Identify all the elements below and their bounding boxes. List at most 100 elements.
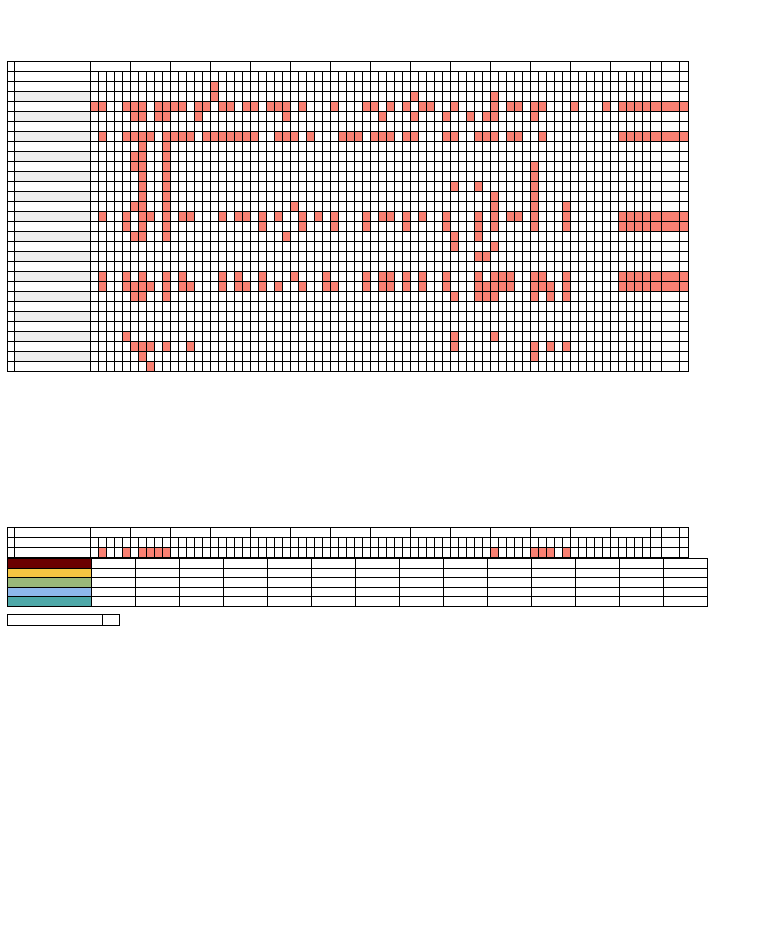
subheader-cell <box>642 537 651 548</box>
grid-cell <box>202 171 211 182</box>
grid-cell <box>378 221 387 232</box>
grid-cell <box>274 291 283 302</box>
grid-cell <box>426 191 435 202</box>
grid-cell <box>370 361 379 372</box>
grid-cell <box>266 241 275 252</box>
grid-cell <box>498 151 507 162</box>
marked-cell <box>402 101 411 112</box>
marked-cell <box>386 271 395 282</box>
grid-cell <box>194 251 203 262</box>
grid-cell <box>562 241 571 252</box>
marked-cell <box>138 221 147 232</box>
subheader-cell <box>186 537 195 548</box>
grid-cell <box>562 121 571 132</box>
marked-cell <box>362 101 371 112</box>
grid-cell <box>410 241 419 252</box>
grid-cell <box>122 351 131 362</box>
grid-cell <box>250 151 259 162</box>
marked-cell <box>122 221 131 232</box>
grid-cell <box>410 211 419 222</box>
grid-cell <box>170 271 179 282</box>
grid-cell <box>546 351 555 362</box>
grid-cell <box>98 361 107 372</box>
grid-cell <box>90 191 99 202</box>
extra-cell <box>679 151 689 162</box>
header-corner-cell <box>7 61 15 72</box>
legend-cell <box>355 596 400 607</box>
grid-cell <box>282 141 291 152</box>
subheader-cell <box>242 537 251 548</box>
subheader-cell <box>610 71 619 82</box>
grid-cell <box>570 191 579 202</box>
grid-cell <box>194 151 203 162</box>
grid-cell <box>106 281 115 292</box>
header-group-cell <box>210 527 251 538</box>
grid-cell <box>618 141 627 152</box>
marked-cell <box>442 131 451 142</box>
grid-cell <box>162 351 171 362</box>
subheader-cell <box>594 537 603 548</box>
grid-cell <box>570 91 579 102</box>
extra-cell <box>650 91 662 102</box>
grid-cell <box>346 81 355 92</box>
grid-cell <box>498 291 507 302</box>
grid-cell <box>410 261 419 272</box>
extra-cell <box>661 311 680 322</box>
grid-cell <box>498 351 507 362</box>
grid-cell <box>186 271 195 282</box>
marked-cell <box>450 101 459 112</box>
grid-cell <box>154 251 163 262</box>
grid-cell <box>250 341 259 352</box>
grid-cell <box>474 261 483 272</box>
grid-cell <box>466 251 475 262</box>
grid-cell <box>514 291 523 302</box>
grid-cell <box>490 181 499 192</box>
grid-cell <box>226 141 235 152</box>
grid-cell <box>602 351 611 362</box>
grid-cell <box>170 171 179 182</box>
grid-cell <box>562 351 571 362</box>
grid-cell <box>578 231 587 242</box>
grid-cell <box>362 331 371 342</box>
grid-cell <box>642 341 651 352</box>
extra-cell <box>679 261 689 272</box>
header-group-cell <box>90 61 131 72</box>
grid-cell <box>370 181 379 192</box>
grid-cell <box>178 301 187 312</box>
grid-cell <box>306 251 315 262</box>
marked-cell <box>426 101 435 112</box>
grid-cell <box>218 191 227 202</box>
grid-cell <box>618 361 627 372</box>
marked-cell <box>538 101 547 112</box>
grid-cell <box>370 301 379 312</box>
grid-cell <box>98 301 107 312</box>
grid-cell <box>594 241 603 252</box>
grid-cell <box>234 341 243 352</box>
marked-cell <box>290 131 299 142</box>
grid-cell <box>218 251 227 262</box>
grid-cell <box>602 181 611 192</box>
grid-cell <box>458 321 467 332</box>
grid-cell <box>466 81 475 92</box>
grid-cell <box>266 321 275 332</box>
subheader-cell <box>218 537 227 548</box>
marked-cell <box>178 211 187 222</box>
table-row <box>7 141 689 152</box>
grid-cell <box>314 547 323 558</box>
grid-cell <box>506 361 515 372</box>
subheader-cell <box>138 71 147 82</box>
grid-cell <box>146 121 155 132</box>
grid-cell <box>314 131 323 142</box>
grid-cell <box>194 171 203 182</box>
grid-cell <box>298 141 307 152</box>
legend-cell <box>575 586 620 598</box>
grid-cell <box>402 151 411 162</box>
grid-cell <box>362 131 371 142</box>
grid-cell <box>490 361 499 372</box>
grid-cell <box>106 351 115 362</box>
grid-cell <box>642 301 651 312</box>
grid-cell <box>586 261 595 272</box>
grid-cell <box>466 201 475 212</box>
marked-cell <box>226 131 235 142</box>
grid-cell <box>258 331 267 342</box>
